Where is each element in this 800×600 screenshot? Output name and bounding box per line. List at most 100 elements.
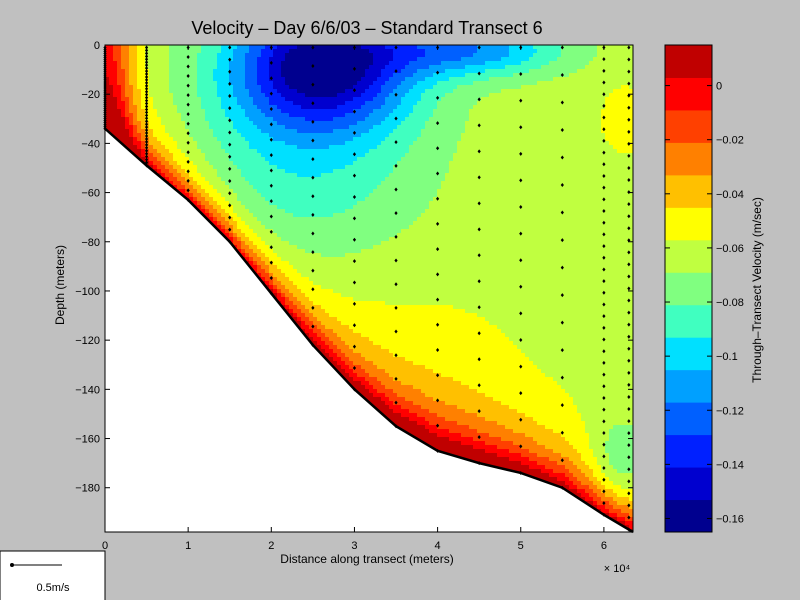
station-point (477, 149, 481, 154)
station-point (228, 130, 232, 135)
station-point (228, 179, 232, 184)
colorbar-swatch (665, 142, 712, 176)
station-point (228, 154, 232, 159)
colorbar-swatch (665, 239, 712, 273)
station-point (144, 125, 149, 130)
station-point (352, 130, 357, 135)
station-point (477, 97, 481, 102)
station-point (269, 214, 273, 219)
station-point (228, 57, 232, 62)
station-point (519, 284, 523, 289)
colorbar-swatch (665, 207, 712, 241)
station-point (627, 358, 631, 363)
colorbar-swatch (665, 402, 712, 436)
station-point (269, 291, 273, 296)
station-point (627, 57, 631, 62)
station-point (435, 272, 440, 277)
station-point (477, 331, 481, 336)
y-tick-label: −140 (75, 384, 100, 396)
station-point (144, 69, 149, 74)
station-point (352, 66, 357, 71)
station-point (477, 201, 481, 206)
colorbar-swatch (665, 109, 712, 143)
station-point (144, 136, 149, 141)
station-point (144, 160, 149, 165)
scale-arrow-origin (10, 563, 14, 567)
station-point (627, 346, 631, 351)
y-tick-label: −160 (75, 434, 100, 446)
station-point (269, 229, 273, 234)
station-point (519, 337, 523, 342)
station-point (311, 268, 315, 273)
station-point (186, 178, 190, 183)
station-point (560, 265, 564, 270)
station-point (394, 163, 398, 168)
station-point (186, 93, 190, 98)
station-point (144, 122, 149, 127)
station-point (627, 226, 631, 231)
station-point (627, 491, 631, 496)
colorbar-tick-label: −0.16 (716, 513, 744, 525)
station-point (186, 140, 190, 145)
y-axis-label: Depth (meters) (53, 245, 67, 325)
colorbar-tick-label: −0.04 (716, 189, 744, 201)
station-point (477, 305, 481, 310)
station-point (519, 391, 523, 396)
colorbar-swatch (665, 337, 712, 371)
colorbar: 0 −0.02 −0.04 −0.06 −0.08 −0.1 −0.12 −0.14 −0.16 (664, 44, 744, 533)
station-point (269, 245, 273, 250)
station-point (352, 216, 357, 221)
station-point (627, 322, 631, 327)
station-point (519, 151, 523, 156)
station-point (627, 479, 631, 484)
station-point (144, 72, 149, 77)
x-tick-label: 5 (518, 540, 524, 552)
station-point (627, 407, 631, 412)
station-point (186, 188, 190, 193)
station-point (477, 279, 481, 284)
colorbar-swatch (665, 369, 712, 403)
station-point (560, 183, 564, 188)
station-point (602, 407, 606, 412)
scale-legend: 0.5m/s (0, 550, 106, 600)
station-point (477, 357, 481, 362)
station-point (352, 152, 357, 157)
station-point (394, 424, 398, 429)
station-point (352, 280, 357, 285)
station-point (627, 370, 631, 375)
station-point (228, 118, 232, 123)
station-point (627, 202, 631, 207)
station-point (435, 171, 440, 176)
station-point (435, 322, 440, 327)
colorbar-tick-label: −0.1 (716, 351, 738, 363)
station-point (627, 81, 631, 86)
station-point (144, 83, 149, 88)
station-point (627, 274, 631, 279)
station-point (352, 323, 357, 328)
station-point (269, 76, 273, 81)
station-point (186, 131, 190, 136)
station-point (228, 81, 232, 86)
station-point (560, 128, 564, 133)
station-point (186, 54, 190, 59)
station-point (394, 140, 398, 145)
station-point (144, 157, 149, 162)
station-point (627, 45, 631, 50)
station-point (627, 165, 631, 170)
station-point (602, 466, 606, 471)
x-axis-exponent: × 10⁴ (604, 563, 631, 575)
station-point (394, 69, 398, 74)
station-point (269, 106, 273, 111)
station-point (602, 454, 606, 459)
station-point (311, 45, 315, 50)
station-point (394, 400, 398, 405)
station-point (602, 512, 606, 517)
station-point (602, 501, 606, 506)
station-point (394, 234, 398, 239)
station-point (560, 348, 564, 353)
station-point (519, 231, 523, 236)
station-point (602, 314, 606, 319)
station-point (435, 221, 440, 226)
station-point (352, 237, 357, 242)
